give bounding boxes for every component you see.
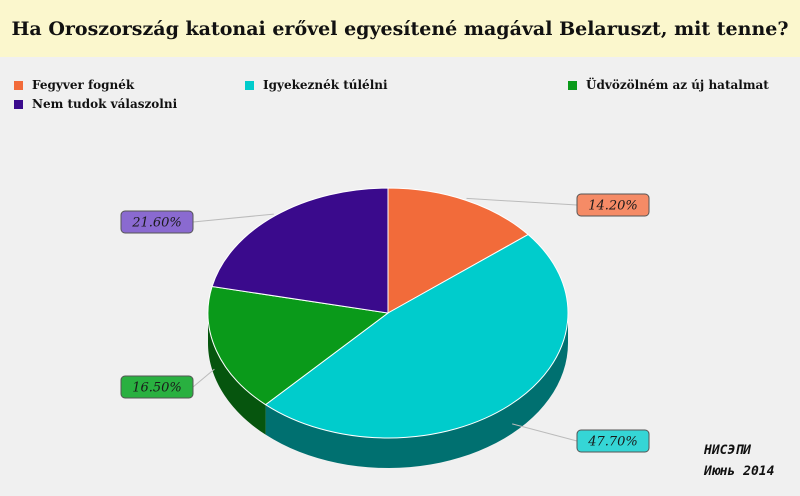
value-label-3: 21.60% — [131, 216, 182, 231]
value-label-box-2 — [120, 375, 194, 399]
source-note: НИСЭПИ Июнь 2014 — [704, 440, 774, 482]
value-label-0: 14.20% — [588, 199, 638, 214]
pie-sides — [208, 313, 568, 468]
pie-labels: 14.20% 47.70% 16.50% 21.60% — [120, 193, 650, 453]
source-line-1: НИСЭПИ — [704, 443, 751, 458]
pie-side-1 — [265, 313, 568, 468]
legend-label: Fegyver fognék — [32, 78, 135, 92]
legend: Fegyver fognék Igyekeznék túlélni Üdvözö… — [0, 70, 800, 111]
pie-side-2 — [208, 313, 266, 435]
source-line-2: Июнь 2014 — [704, 464, 775, 479]
value-label-box-0 — [576, 193, 650, 217]
pie-slice-2 — [207, 285, 390, 406]
value-label-1: 47.70% — [587, 435, 638, 450]
leader-line-0 — [466, 197, 578, 206]
legend-label: Nem tudok válaszolni — [32, 97, 178, 111]
pie-slice-1 — [264, 233, 569, 439]
chart-title: Ha Oroszország katonai erővel egyesítené… — [11, 17, 789, 40]
leader-line-2 — [192, 368, 215, 388]
legend-item-nem-tudok: Nem tudok válaszolni — [14, 97, 177, 111]
value-label-box-1 — [576, 429, 650, 453]
legend-swatch — [14, 80, 23, 90]
legend-swatch — [568, 80, 577, 90]
legend-item-udvozolnem: Üdvözölném az új hatalmat — [568, 78, 769, 92]
leader-line-1 — [512, 423, 578, 442]
legend-item-igyekeznek: Igyekeznék túlélni — [245, 78, 388, 92]
legend-label: Igyekeznék túlélni — [263, 78, 388, 92]
value-label-2: 16.50% — [132, 381, 182, 396]
pie-slice-0 — [387, 187, 529, 314]
title-bar: Ha Oroszország katonai erővel egyesítené… — [0, 0, 800, 57]
pie-slice-3 — [211, 187, 389, 314]
legend-swatch — [14, 99, 23, 109]
leader-line-3 — [192, 213, 274, 223]
value-label-box-3 — [120, 210, 194, 234]
legend-swatch — [245, 80, 254, 90]
pie-top — [207, 187, 569, 439]
legend-item-fegyver: Fegyver fognék — [14, 78, 134, 92]
legend-label: Üdvözölném az új hatalmat — [586, 78, 769, 92]
